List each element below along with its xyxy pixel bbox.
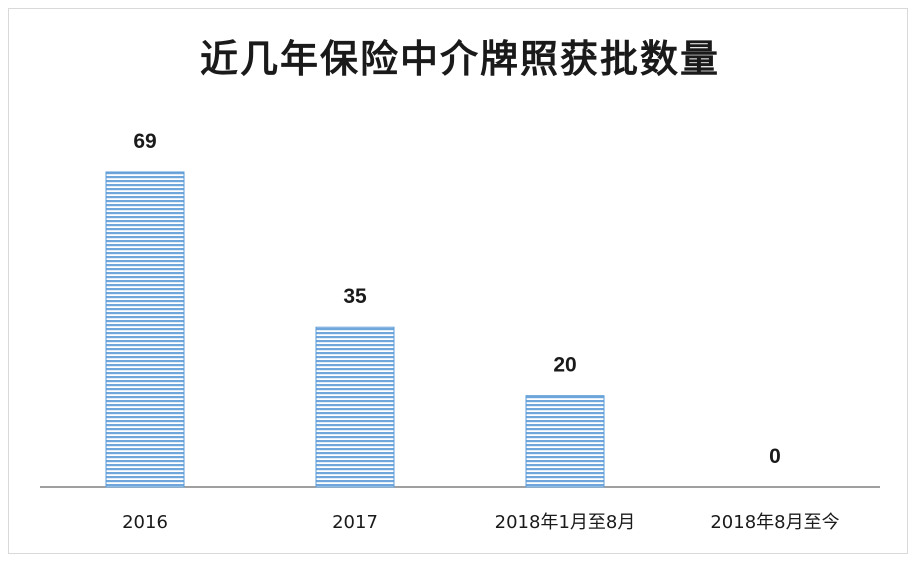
bar-1 — [105, 171, 185, 488]
data-label-3: 20 — [553, 354, 576, 377]
bar-3 — [525, 395, 605, 488]
x-tick-label-1: 2016 — [122, 512, 168, 533]
x-tick-label-4: 2018年8月至今 — [710, 512, 839, 533]
data-label-1: 69 — [133, 130, 156, 153]
bar-2 — [315, 326, 395, 488]
chart-title: 近几年保险中介牌照获批数量 — [199, 37, 720, 81]
data-label-4: 0 — [769, 445, 781, 468]
x-tick-label-2: 2017 — [332, 512, 378, 533]
data-label-2: 35 — [343, 285, 367, 308]
x-tick-label-3: 2018年1月至8月 — [495, 512, 636, 533]
